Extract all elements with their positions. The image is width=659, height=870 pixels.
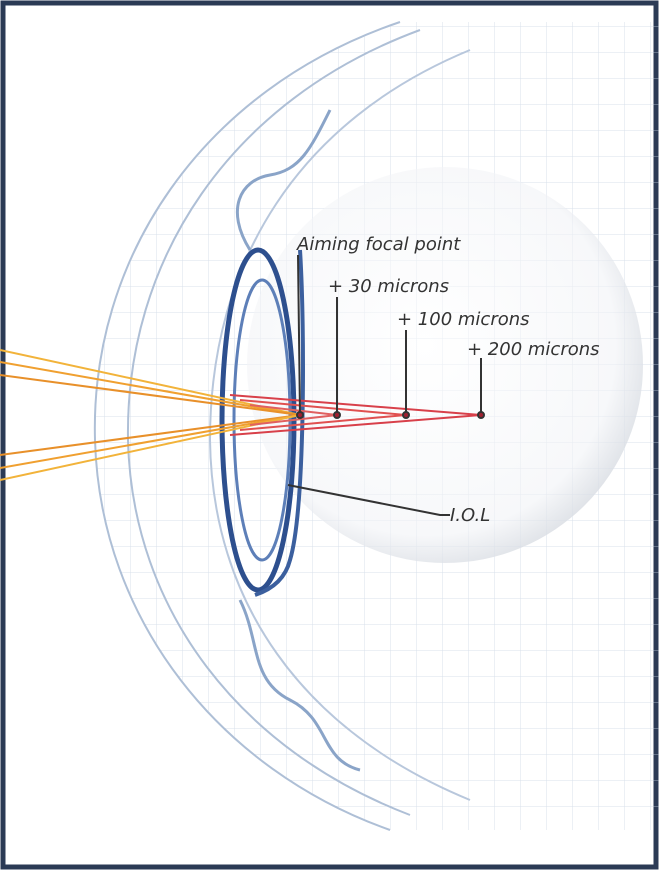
label: + 100 microns bbox=[397, 309, 530, 330]
light-rays bbox=[0, 349, 482, 481]
pointers bbox=[287, 254, 485, 516]
label: + 30 microns bbox=[328, 276, 449, 297]
label: I.O.L bbox=[450, 505, 490, 526]
label: Aiming focal point bbox=[296, 234, 461, 255]
label: + 200 microns bbox=[467, 339, 600, 360]
